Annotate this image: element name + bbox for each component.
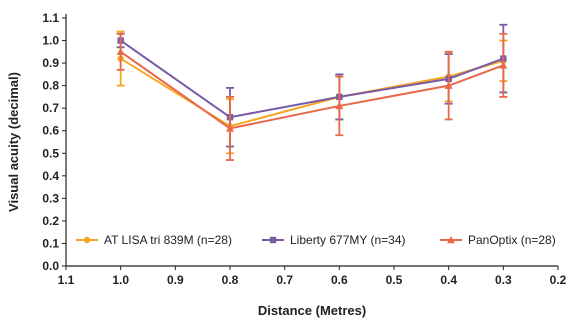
x-tick-label: 0.5 bbox=[386, 273, 403, 287]
legend-item-3: PanOptix (n=28) bbox=[440, 233, 556, 247]
x-tick-label: 0.2 bbox=[550, 273, 567, 287]
y-tick-label: 0.0 bbox=[42, 259, 59, 273]
data-point bbox=[335, 101, 344, 110]
legend-item-2: Liberty 677MY (n=34) bbox=[262, 233, 406, 247]
series-layer bbox=[116, 23, 508, 161]
x-tick-label: 0.8 bbox=[222, 273, 239, 287]
y-tick-label: 0.8 bbox=[42, 79, 59, 93]
data-point bbox=[116, 47, 125, 56]
y-tick-label: 0.7 bbox=[42, 101, 59, 115]
x-tick-label: 0.6 bbox=[331, 273, 348, 287]
x-tick-label: 0.4 bbox=[440, 273, 457, 287]
y-tick-label: 0.1 bbox=[42, 236, 59, 250]
legend-marker bbox=[269, 236, 277, 244]
x-tick-label: 1.0 bbox=[112, 273, 129, 287]
axes: 0.0 0.1 0.2 0.3 0.4 0.5 0.6 0.7 0.8 0.9 1.0 1.1 1.1 1… bbox=[42, 11, 566, 287]
y-tick-label: 0.4 bbox=[42, 169, 59, 183]
x-tick-label: 0.3 bbox=[495, 273, 512, 287]
y-tick-label: 0.9 bbox=[42, 56, 59, 70]
x-axis-title: Distance (Metres) bbox=[258, 303, 366, 318]
data-point bbox=[499, 61, 508, 69]
series-line bbox=[120, 50, 504, 130]
legend-marker bbox=[447, 236, 455, 244]
legend-item-1: AT LISA tri 839M (n=28) bbox=[76, 233, 232, 247]
y-axis-title: Visual acuity (decimal) bbox=[6, 72, 21, 212]
y-tick-label: 0.5 bbox=[42, 146, 59, 160]
data-point bbox=[226, 124, 234, 132]
y-tick-label: 0.2 bbox=[42, 214, 59, 228]
y-tick-label: 1.0 bbox=[42, 34, 59, 48]
x-tick-label: 0.7 bbox=[276, 273, 293, 287]
y-tick-label: 0.3 bbox=[42, 191, 59, 205]
legend: AT LISA tri 839M (n=28) Liberty 677MY (n=… bbox=[76, 233, 556, 247]
x-tick-label: 0.9 bbox=[167, 273, 184, 287]
y-tick-label: 0.6 bbox=[42, 124, 59, 138]
legend-marker bbox=[83, 236, 91, 244]
series-3 bbox=[116, 32, 508, 161]
legend-label: AT LISA tri 839M (n=28) bbox=[104, 233, 232, 247]
legend-label: Liberty 677MY (n=34) bbox=[290, 233, 406, 247]
y-tick-label: 1.1 bbox=[42, 11, 59, 25]
data-point bbox=[444, 81, 453, 89]
legend-label: PanOptix (n=28) bbox=[468, 233, 556, 247]
x-tick-label: 1.1 bbox=[58, 273, 75, 287]
